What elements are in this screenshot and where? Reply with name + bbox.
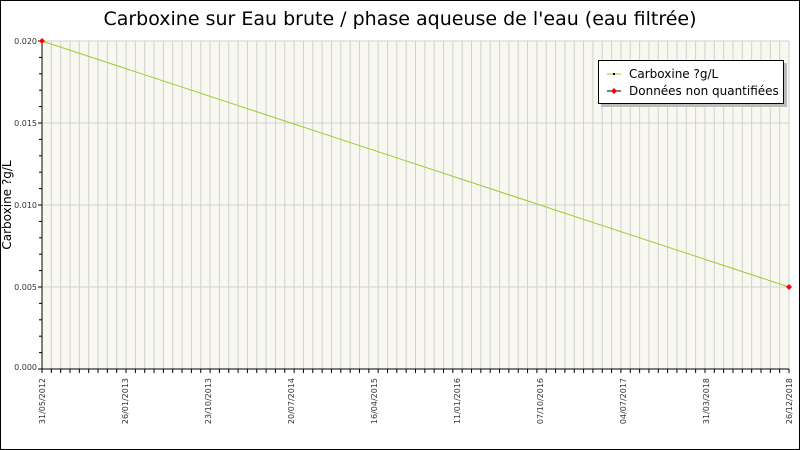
y-tick-label: 0.000 [14, 363, 37, 372]
series-line [41, 40, 790, 288]
y-tick-label: 0.015 [14, 119, 37, 128]
x-tick-label: 16/04/2015 [370, 378, 379, 424]
legend: Carboxine ?g/L Données non quantifiées [598, 60, 784, 104]
y-tick-label: 0.010 [14, 201, 37, 210]
chart-title: Carboxine sur Eau brute / phase aqueuse … [103, 8, 697, 30]
legend-label: Carboxine ?g/L [629, 67, 719, 81]
x-tick-label: 31/03/2018 [702, 378, 711, 424]
x-tick-label: 31/05/2012 [38, 378, 47, 424]
data-point-non-quantified [39, 38, 45, 44]
legend-red-marker-icon [607, 88, 621, 94]
x-tick-label: 26/12/2018 [785, 378, 794, 424]
y-axis-label: Carboxine ?g/L [0, 160, 14, 250]
x-tick-label: 20/07/2014 [287, 378, 296, 424]
y-tick-label: 0.020 [14, 37, 37, 46]
data-point-non-quantified [786, 284, 792, 290]
legend-label: Données non quantifiées [629, 84, 779, 98]
legend-line-marker-icon [607, 73, 621, 75]
x-tick-label: 07/10/2016 [536, 378, 545, 424]
legend-item-non-quantified: Données non quantifiées [607, 83, 779, 99]
y-tick-label: 0.005 [14, 283, 37, 292]
x-tick-label: 26/01/2013 [121, 378, 130, 424]
x-tick-label: 04/07/2017 [619, 378, 628, 424]
x-tick-label: 23/10/2013 [204, 378, 213, 424]
x-tick-label: 11/01/2016 [453, 378, 462, 424]
legend-item-carboxine: Carboxine ?g/L [607, 66, 718, 82]
